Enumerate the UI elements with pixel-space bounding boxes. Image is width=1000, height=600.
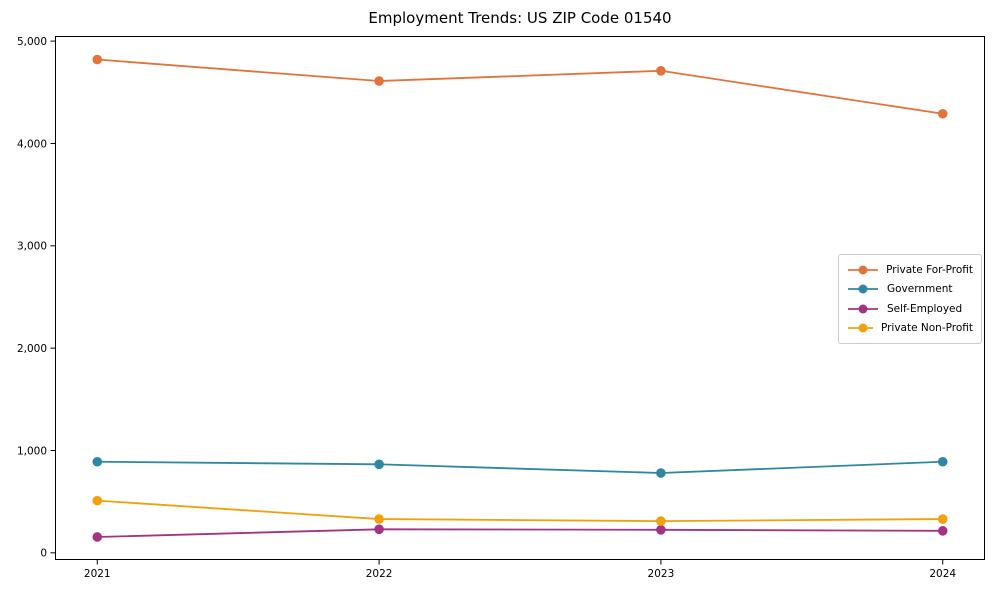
legend-line-marker-icon — [848, 284, 878, 294]
x-tick-label: 2023 — [648, 568, 675, 580]
y-tick-label: 5,000 — [17, 36, 47, 48]
series-line — [97, 460, 943, 474]
plot-frame — [55, 36, 985, 560]
legend-label: Government — [887, 283, 953, 296]
chart-title: Employment Trends: US ZIP Code 01540 — [368, 9, 672, 27]
legend-marker-sample — [858, 284, 868, 294]
legend-label: Private For-Profit — [886, 263, 973, 276]
data-point-marker — [374, 459, 384, 470]
x-tick-label: 2024 — [929, 568, 956, 580]
legend-marker-sample — [858, 265, 868, 275]
y-axis: 0 1,000 2,000 3,000 4,000 5,000 — [17, 36, 55, 560]
y-tick-label: 1,000 — [17, 445, 47, 457]
y-tick-label: 0 — [40, 548, 47, 560]
legend-line-marker-icon — [848, 304, 878, 314]
legend-item: Self-Employed — [847, 303, 973, 315]
legend-line-marker-icon — [848, 323, 873, 333]
series-private-for-profit — [92, 54, 948, 119]
series-self-employed — [92, 524, 948, 542]
data-point-marker — [656, 516, 666, 526]
data-point-marker — [937, 526, 948, 536]
legend-marker-sample — [858, 323, 868, 333]
series-line — [97, 528, 943, 538]
legend-line-marker-icon — [848, 265, 878, 275]
data-point-marker — [92, 532, 103, 542]
y-tick-label: 3,000 — [17, 241, 47, 253]
data-point-marker — [937, 456, 948, 467]
data-point-marker — [656, 468, 666, 478]
data-point-marker — [374, 524, 384, 535]
data-point-marker — [937, 108, 948, 119]
data-point-marker — [374, 76, 384, 86]
data-point-marker — [92, 495, 103, 506]
legend-label: Private Non-Profit — [880, 322, 973, 335]
legend-item: Government — [847, 283, 973, 295]
data-point-marker — [92, 456, 103, 467]
legend-marker-sample — [858, 304, 868, 314]
legend-item: Private For-Profit — [847, 264, 973, 276]
y-tick-label: 2,000 — [17, 343, 47, 355]
series-line — [97, 58, 943, 115]
data-point-marker — [92, 54, 103, 65]
x-tick-label: 2021 — [84, 568, 111, 580]
y-tick-label: 4,000 — [17, 138, 47, 150]
series-government — [92, 456, 948, 478]
data-point-marker — [656, 65, 666, 76]
data-point-marker — [656, 525, 666, 535]
data-point-marker — [937, 514, 948, 524]
legend-label: Self-Employed — [887, 302, 963, 315]
x-axis: 2021 2022 2023 2024 — [84, 560, 956, 580]
x-tick-label: 2022 — [366, 568, 393, 580]
data-point-marker — [374, 514, 384, 524]
series-private-non-profit — [92, 495, 948, 526]
legend-item: Private Non-Profit — [847, 322, 973, 334]
series-line — [97, 499, 943, 523]
legend: Private For-Profit Government Self-Employe… — [838, 254, 982, 344]
